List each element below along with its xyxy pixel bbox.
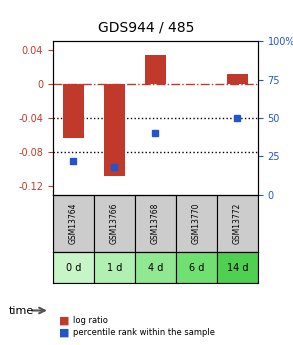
FancyBboxPatch shape bbox=[94, 252, 135, 283]
Text: ■: ■ bbox=[59, 316, 69, 326]
Text: time: time bbox=[9, 306, 34, 315]
FancyBboxPatch shape bbox=[135, 252, 176, 283]
Text: ■: ■ bbox=[59, 328, 69, 338]
FancyBboxPatch shape bbox=[217, 195, 258, 252]
FancyBboxPatch shape bbox=[53, 252, 94, 283]
Bar bbox=[145, 55, 166, 84]
FancyBboxPatch shape bbox=[94, 195, 135, 252]
FancyBboxPatch shape bbox=[176, 195, 217, 252]
FancyBboxPatch shape bbox=[135, 195, 176, 252]
FancyBboxPatch shape bbox=[176, 252, 217, 283]
Text: 6 d: 6 d bbox=[189, 263, 204, 273]
Text: GDS944 / 485: GDS944 / 485 bbox=[98, 21, 195, 34]
Text: GSM13770: GSM13770 bbox=[192, 203, 201, 244]
Text: GSM13766: GSM13766 bbox=[110, 203, 119, 244]
Bar bbox=[63, 84, 84, 138]
Text: GSM13764: GSM13764 bbox=[69, 203, 78, 244]
FancyBboxPatch shape bbox=[217, 252, 258, 283]
Text: log ratio: log ratio bbox=[73, 316, 108, 325]
Text: GSM13768: GSM13768 bbox=[151, 203, 160, 244]
Text: 14 d: 14 d bbox=[226, 263, 248, 273]
Text: 4 d: 4 d bbox=[148, 263, 163, 273]
Text: 1 d: 1 d bbox=[107, 263, 122, 273]
Bar bbox=[104, 84, 125, 176]
FancyBboxPatch shape bbox=[53, 195, 94, 252]
Bar bbox=[227, 74, 248, 84]
Text: percentile rank within the sample: percentile rank within the sample bbox=[73, 328, 215, 337]
Text: GSM13772: GSM13772 bbox=[233, 203, 242, 244]
Text: 0 d: 0 d bbox=[66, 263, 81, 273]
